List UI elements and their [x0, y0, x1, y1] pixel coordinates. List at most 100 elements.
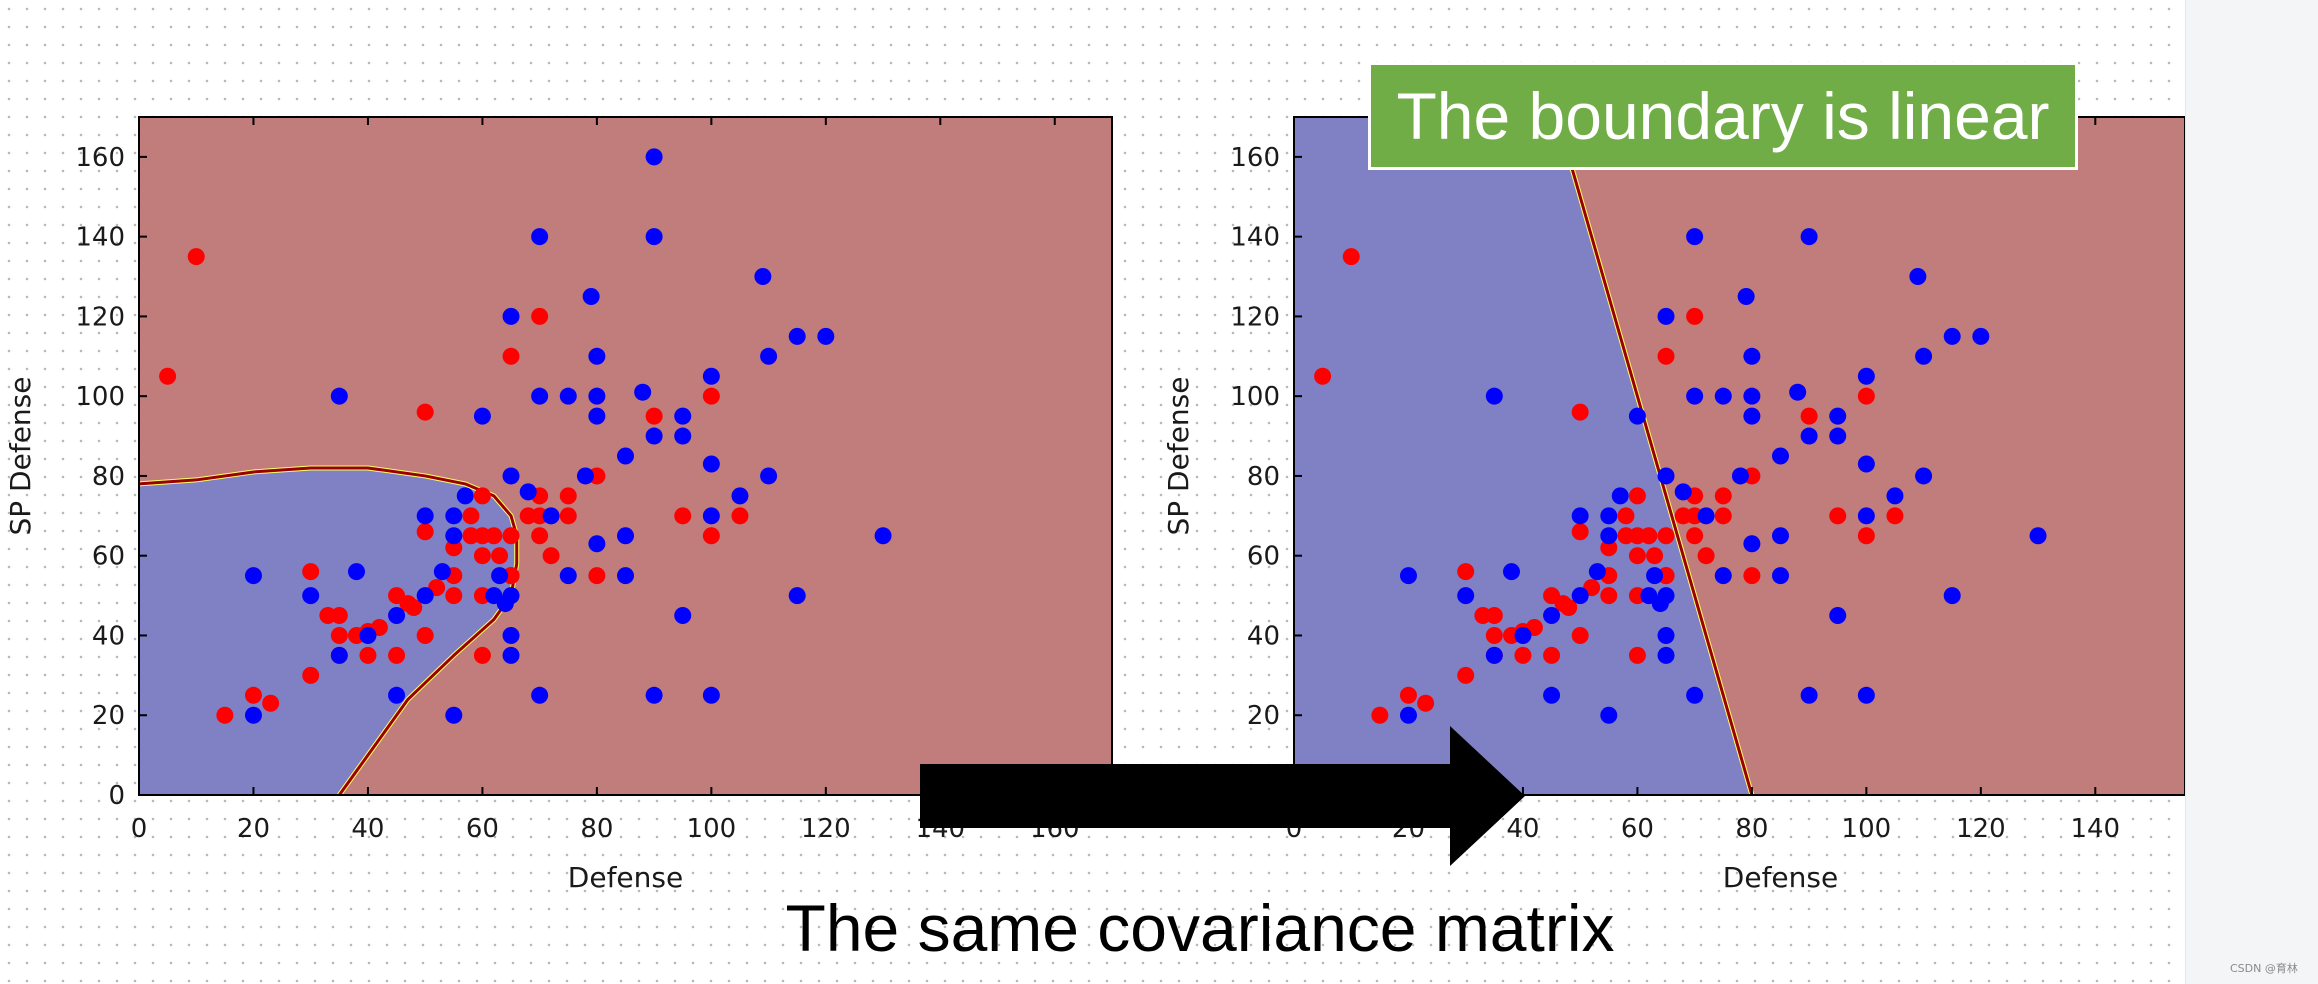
point-blue — [588, 387, 606, 405]
point-red — [330, 626, 348, 644]
point-blue — [1743, 347, 1761, 365]
region-blue — [139, 467, 517, 795]
point-red — [1686, 307, 1704, 325]
point-red — [1857, 387, 1875, 405]
chart-quadratic-boundary: 0 20 40 60 80 100 120 140 1600204060801001201401… — [4, 116, 1113, 894]
point-blue — [702, 507, 720, 525]
point-blue — [1657, 626, 1675, 644]
point-red — [1600, 539, 1618, 557]
point-blue — [330, 646, 348, 664]
x-axis-title: Defense — [1723, 861, 1838, 894]
point-blue — [1502, 563, 1520, 581]
point-blue — [359, 626, 377, 644]
point-red — [1571, 403, 1589, 421]
y-tick-label: 80 — [1247, 462, 1280, 492]
y-tick-label: 60 — [92, 542, 125, 572]
y-tick-label: 160 — [75, 143, 125, 173]
plot-area — [1294, 117, 2185, 795]
point-red — [1342, 248, 1360, 266]
point-blue — [1714, 567, 1732, 585]
x-tick-label: 80 — [1735, 814, 1768, 844]
point-blue — [1600, 507, 1618, 525]
point-blue — [1657, 646, 1675, 664]
point-blue — [1686, 228, 1704, 246]
point-blue — [1886, 487, 1904, 505]
point-red — [559, 487, 577, 505]
point-blue — [1743, 535, 1761, 553]
point-blue — [1857, 507, 1875, 525]
point-red — [559, 507, 577, 525]
point-blue — [330, 387, 348, 405]
x-tick-label: 120 — [1956, 814, 2006, 844]
point-blue — [244, 706, 262, 724]
y-tick-label: 100 — [1230, 382, 1280, 412]
x-tick-label: 100 — [687, 814, 737, 844]
point-blue — [1697, 507, 1715, 525]
y-tick-label: 80 — [92, 462, 125, 492]
point-blue — [588, 347, 606, 365]
point-blue — [433, 563, 451, 581]
point-red — [1628, 547, 1646, 565]
point-blue — [2029, 527, 2047, 545]
point-red — [445, 539, 463, 557]
point-red — [359, 646, 377, 664]
point-blue — [491, 567, 509, 585]
point-red — [473, 547, 491, 565]
point-blue — [702, 686, 720, 704]
point-blue — [617, 447, 634, 465]
point-blue — [1485, 387, 1503, 405]
y-tick-label: 140 — [1230, 223, 1280, 253]
point-red — [1457, 666, 1475, 684]
point-red — [1628, 646, 1646, 664]
point-red — [416, 403, 434, 421]
point-blue — [1829, 427, 1847, 445]
point-blue — [617, 527, 634, 545]
point-blue — [445, 507, 463, 525]
point-blue — [1857, 455, 1875, 473]
point-blue — [1686, 686, 1704, 704]
point-blue — [1571, 587, 1589, 605]
point-red — [531, 527, 549, 545]
point-red — [244, 686, 262, 704]
point-blue — [582, 287, 600, 305]
y-tick-label: 40 — [1247, 621, 1280, 651]
point-red — [1646, 547, 1664, 565]
x-tick-label: 60 — [466, 814, 499, 844]
point-blue — [1657, 467, 1675, 485]
point-blue — [388, 686, 406, 704]
point-blue — [1789, 383, 1807, 401]
x-tick-label: 120 — [801, 814, 851, 844]
point-red — [1628, 487, 1646, 505]
y-tick-label: 40 — [92, 621, 125, 651]
point-blue — [531, 686, 549, 704]
point-blue — [1514, 626, 1532, 644]
point-red — [1314, 367, 1332, 385]
right-arrow-icon — [920, 726, 1525, 866]
point-red — [445, 587, 463, 605]
point-blue — [674, 407, 692, 425]
point-red — [491, 547, 509, 565]
point-red — [1485, 626, 1503, 644]
point-red — [416, 626, 434, 644]
point-blue — [388, 607, 406, 625]
point-blue — [1588, 563, 1606, 581]
y-axis-title: SP Defense — [1162, 377, 1195, 536]
point-red — [473, 646, 491, 664]
point-blue — [302, 587, 320, 605]
point-red — [1886, 507, 1904, 525]
point-red — [1417, 694, 1435, 712]
point-blue — [1972, 327, 1990, 345]
point-red — [330, 607, 348, 625]
point-red — [502, 347, 520, 365]
point-red — [1600, 587, 1618, 605]
point-red — [1743, 567, 1761, 585]
point-blue — [1657, 587, 1675, 605]
point-red — [1560, 599, 1578, 617]
point-blue — [502, 646, 520, 664]
point-red — [1714, 487, 1732, 505]
point-red — [485, 527, 503, 545]
point-blue — [634, 383, 652, 401]
point-red — [1457, 563, 1475, 581]
point-red — [1543, 646, 1561, 664]
point-blue — [1772, 447, 1789, 465]
